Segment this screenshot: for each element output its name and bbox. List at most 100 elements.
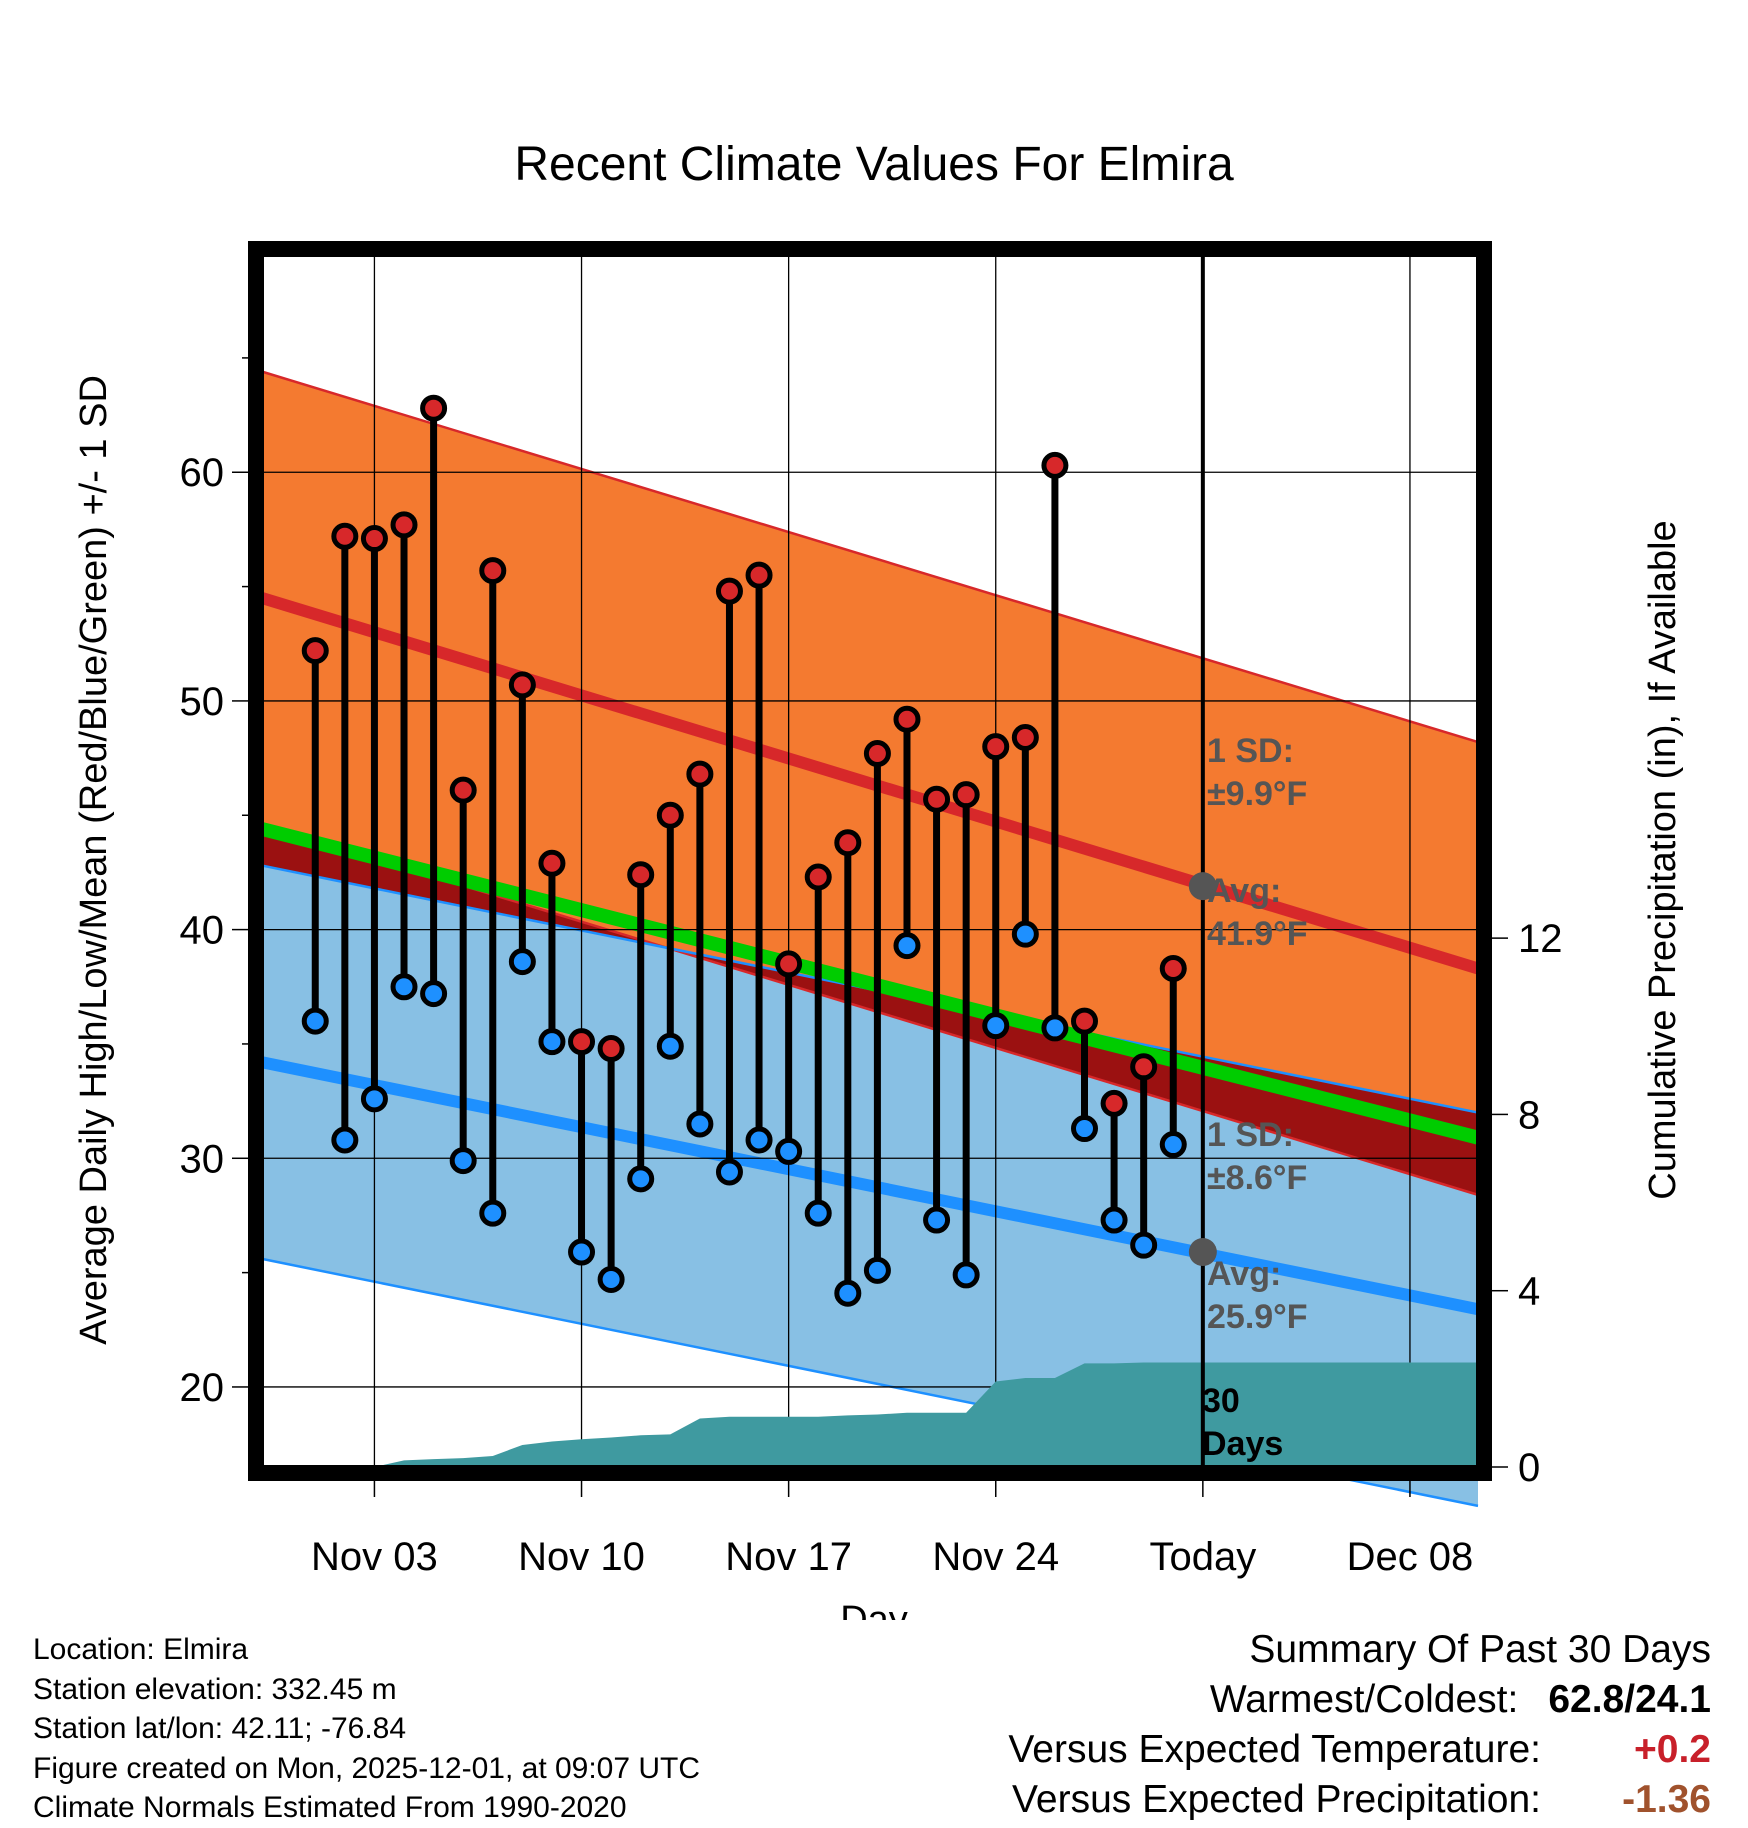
observed-high-marker	[1011, 724, 1039, 752]
observed-high-marker	[1159, 954, 1187, 982]
observed-high-marker	[568, 1028, 596, 1056]
summary-temp: Versus Expected Temperature: +0.2	[1008, 1725, 1711, 1775]
observed-high-marker	[982, 733, 1010, 761]
y-tick-label: 50	[180, 680, 225, 724]
observed-low-marker	[863, 1256, 891, 1284]
observed-high-marker	[508, 671, 536, 699]
annotation-days-2: Days	[1202, 1425, 1283, 1463]
observed-high-marker	[390, 511, 418, 539]
observed-low-marker	[1159, 1131, 1187, 1159]
observed-high-marker	[686, 760, 714, 788]
summary-warmest-coldest: Warmest/Coldest: 62.8/24.1	[1008, 1675, 1711, 1725]
observed-low-marker	[745, 1126, 773, 1154]
summary-precip-label: Versus Expected Precipitation:	[1012, 1778, 1541, 1821]
summary-panel: Summary Of Past 30 Days Warmest/Coldest:…	[1008, 1625, 1711, 1825]
x-tick-label: Nov 24	[932, 1535, 1059, 1579]
y-right-tick-label: 12	[1518, 917, 1563, 961]
y-axis-label-left: Average Daily High/Low/Mean (Red/Blue/Gr…	[73, 375, 115, 1345]
observed-low-marker	[508, 948, 536, 976]
observed-high-marker	[1100, 1089, 1128, 1117]
summary-precip-value: -1.36	[1622, 1778, 1711, 1821]
observed-high-marker	[804, 863, 832, 891]
observed-high-marker	[420, 394, 448, 422]
summary-temp-label: Versus Expected Temperature:	[1008, 1728, 1541, 1771]
annotation-avg-high-1: Avg:	[1207, 872, 1281, 910]
annotation-days-1: 30	[1202, 1382, 1240, 1420]
observed-low-marker	[538, 1028, 566, 1056]
axes: 20 30 40 50 60 0 4 8 12 Nov 03 Nov 10 Nov 17 Nov 24 T…	[180, 357, 1563, 1579]
observed-low-marker	[1041, 1014, 1069, 1042]
annotation-avg-high-2: 41.9°F	[1207, 915, 1308, 953]
precipitation-area	[285, 1362, 1479, 1467]
observed-low-marker	[952, 1261, 980, 1289]
meta-latlon: Station lat/lon: 42.11; -76.84	[33, 1712, 407, 1745]
observed-low-marker	[331, 1126, 359, 1154]
observed-high-marker	[952, 781, 980, 809]
observed-high-marker	[360, 525, 388, 553]
annotation-sd-low-2: ±8.6°F	[1207, 1159, 1307, 1197]
y-tick-label: 30	[180, 1137, 225, 1181]
observed-low-marker	[449, 1147, 477, 1175]
observed-high-marker	[715, 577, 743, 605]
plot-border	[248, 241, 1492, 1481]
annotation-sd-high-2: ±9.9°F	[1207, 775, 1307, 813]
annotation-sd-low-1: 1 SD:	[1207, 1116, 1294, 1154]
observed-high-marker	[775, 950, 803, 978]
observed-low-marker	[893, 932, 921, 960]
y-right-tick-label: 4	[1518, 1270, 1540, 1314]
observed-low-marker	[775, 1137, 803, 1165]
observed-low-marker	[923, 1206, 951, 1234]
chart-title: Recent Climate Values For Elmira	[514, 138, 1234, 191]
observed-low-marker	[568, 1238, 596, 1266]
observed-high-marker	[1071, 1007, 1099, 1035]
observed-high-marker	[449, 776, 477, 804]
high-band-upper-edge	[261, 370, 1479, 744]
station-metadata: Location: Elmira Station elevation: 332.…	[33, 1630, 700, 1828]
observed-low-marker	[1130, 1231, 1158, 1259]
summary-temp-value: +0.2	[1634, 1728, 1711, 1771]
observed-high-marker	[656, 801, 684, 829]
observed-low-marker	[715, 1158, 743, 1186]
x-tick-label: Nov 10	[518, 1535, 645, 1579]
climate-chart: Recent Climate Values For Elmira 2030405…	[73, 138, 1684, 1620]
today-avg-high-marker	[1188, 872, 1217, 901]
annotation-sd-high-1: 1 SD:	[1207, 732, 1294, 770]
observed-high-marker	[538, 849, 566, 877]
precip-cumulative-area	[285, 1362, 1479, 1467]
summary-precip: Versus Expected Precipitation: -1.36	[1008, 1775, 1711, 1825]
observed-low-marker	[834, 1279, 862, 1307]
observed-high-marker	[1130, 1053, 1158, 1081]
y-right-tick-label: 0	[1518, 1446, 1540, 1490]
observed-values	[301, 394, 1187, 1307]
x-tick-label: Today	[1149, 1535, 1256, 1579]
observed-high-marker	[331, 522, 359, 550]
meta-elevation: Station elevation: 332.45 m	[33, 1672, 397, 1706]
observed-high-marker	[1041, 451, 1069, 479]
x-tick-label: Dec 08	[1347, 1535, 1474, 1579]
meta-location: Location: Elmira	[33, 1633, 249, 1666]
y-tick-label: 60	[180, 451, 225, 495]
observed-low-marker	[686, 1110, 714, 1138]
y-tick-label: 20	[180, 1366, 225, 1410]
observed-low-marker	[656, 1032, 684, 1060]
summary-title: Summary Of Past 30 Days	[1249, 1628, 1711, 1671]
meta-normals: Climate Normals Estimated From 1990-2020	[33, 1791, 627, 1824]
observed-high-marker	[834, 829, 862, 857]
observed-high-marker	[597, 1035, 625, 1063]
summary-warm-value: 62.8/24.1	[1548, 1678, 1711, 1721]
observed-low-marker	[390, 973, 418, 1001]
meta-created: Figure created on Mon, 2025-12-01, at 09…	[33, 1751, 701, 1785]
annotation-avg-low-2: 25.9°F	[1207, 1298, 1308, 1336]
summary-warm-label: Warmest/Coldest:	[1209, 1678, 1519, 1721]
today-line	[1188, 255, 1217, 1467]
plot-frame	[248, 241, 1492, 1481]
observed-high-marker	[627, 861, 655, 889]
normal-high-line	[260, 592, 1480, 975]
observed-low-marker	[1071, 1115, 1099, 1143]
x-tick-label: Nov 17	[725, 1535, 852, 1579]
observed-low-marker	[479, 1199, 507, 1227]
today-avg-low-marker	[1188, 1238, 1217, 1267]
observed-high-marker	[301, 637, 329, 665]
observed-low-marker	[597, 1265, 625, 1293]
observed-low-marker	[804, 1199, 832, 1227]
